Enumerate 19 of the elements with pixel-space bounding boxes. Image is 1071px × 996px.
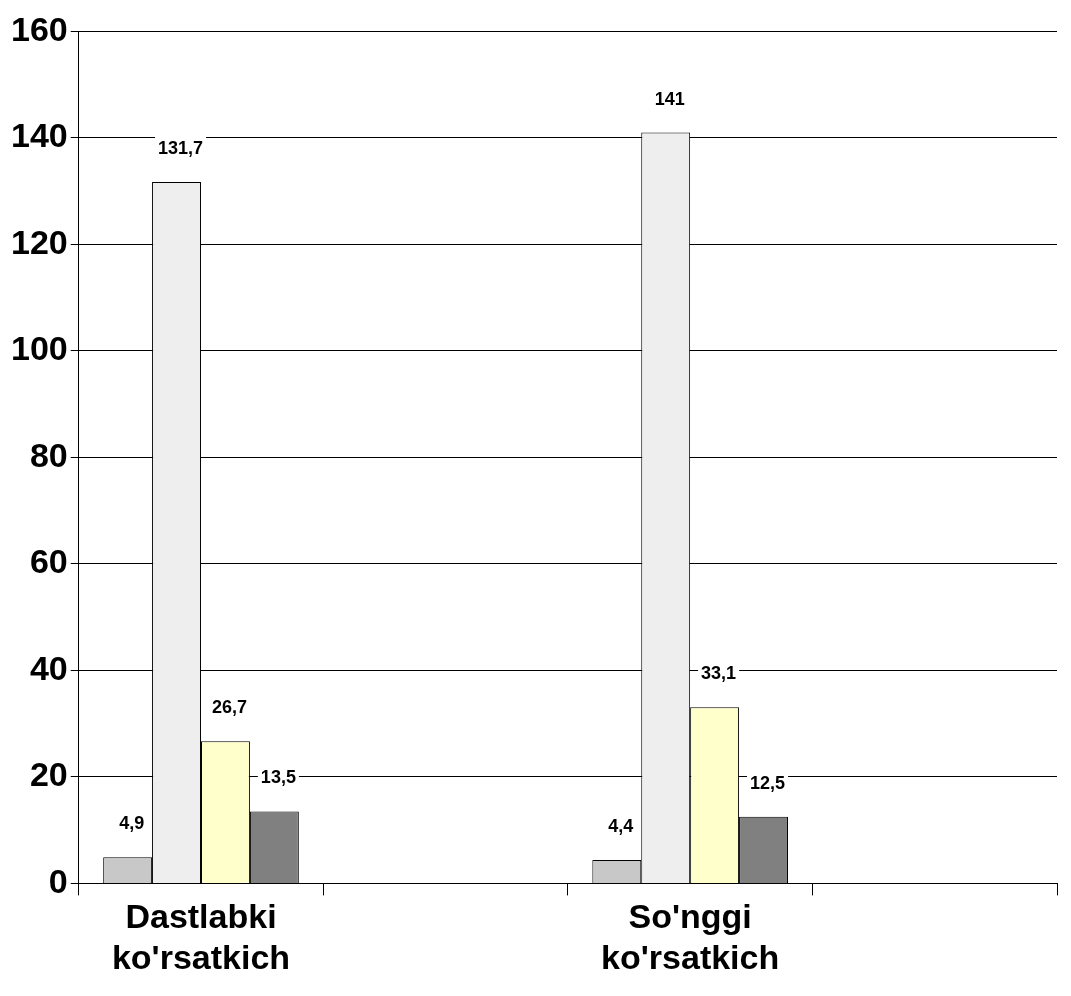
- y-tick-label: 80: [29, 435, 68, 474]
- data-label: 4,4: [608, 815, 634, 836]
- y-tick-label: 60: [29, 542, 68, 581]
- data-label: 4,9: [119, 813, 145, 834]
- data-label: 26,7: [211, 697, 247, 718]
- x-tick-label: Dastlabki ko'rsatkich: [111, 897, 291, 976]
- y-tick-label: 160: [10, 9, 68, 48]
- data-label: 12,5: [749, 772, 786, 793]
- data-label: 131,7: [158, 138, 204, 159]
- y-tick-label: 40: [29, 648, 68, 687]
- y-tick-label: 100: [10, 329, 68, 368]
- y-tick-label: 20: [29, 755, 68, 794]
- data-label: 33,1: [701, 663, 737, 684]
- y-tick-label: 120: [10, 222, 68, 261]
- y-tick-label: 0: [48, 861, 68, 900]
- y-tick-label: 140: [10, 116, 68, 155]
- x-tick-label: So'nggi ko'rsatkich: [601, 897, 780, 976]
- data-label: 141: [654, 88, 685, 109]
- data-label: 13,5: [260, 767, 296, 788]
